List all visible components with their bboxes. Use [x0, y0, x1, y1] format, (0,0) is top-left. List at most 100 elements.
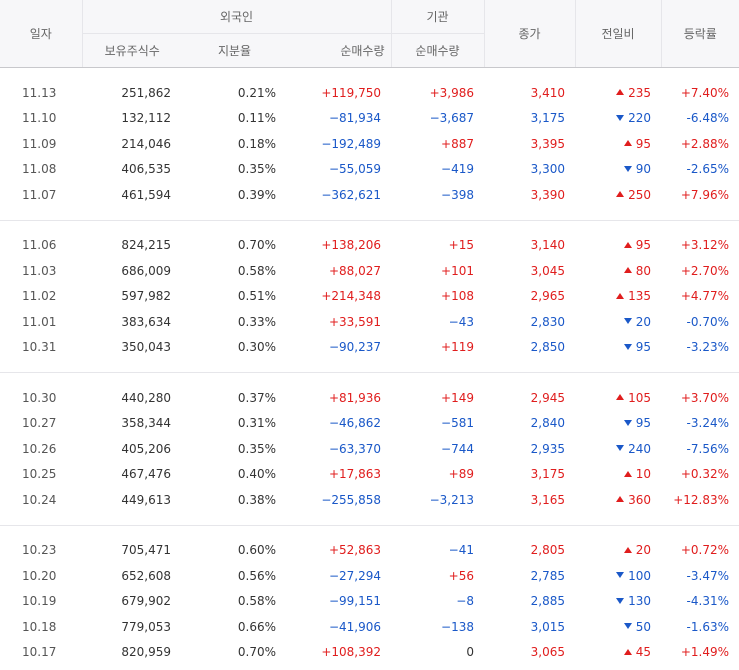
row-change: 105	[575, 385, 661, 411]
row-rate: -2.65%	[686, 162, 729, 177]
row-change: 100	[575, 563, 661, 589]
row-holding: 440,280	[121, 390, 171, 405]
row-holding: 358,344	[121, 416, 171, 431]
row-date: 11.13	[22, 85, 57, 100]
row-date: 11.09	[22, 136, 57, 151]
row-change-value: 80	[635, 263, 651, 278]
group-divider	[0, 512, 739, 526]
header-foreign: 외국인	[81, 0, 391, 34]
row-holding: 405,206	[121, 441, 171, 456]
row-close: 2,885	[530, 594, 565, 609]
row-change: 50	[575, 614, 661, 640]
row-change-value: 235	[628, 85, 651, 100]
row-date: 10.26	[22, 441, 57, 456]
row-ratio: 0.70%	[237, 645, 276, 660]
row-inst-net: +15	[448, 238, 474, 253]
row-rate: -3.23%	[686, 340, 729, 355]
row-change-value: 90	[635, 162, 651, 177]
header-holding: 보유주식수	[81, 33, 182, 68]
row-close: 2,830	[530, 314, 565, 329]
header-institution: 기관	[390, 0, 484, 34]
header-rate: 등락률	[660, 0, 739, 68]
group-spacer	[0, 220, 739, 233]
row-close: 2,945	[530, 390, 565, 405]
row-foreign-net: +33,591	[328, 314, 381, 329]
group-spacer	[0, 68, 739, 81]
row-date: 10.19	[22, 594, 57, 609]
triangle-up-icon	[616, 89, 625, 96]
row-change: 360	[575, 487, 661, 513]
table-row: 10.18 779,053 0.66% −41,906 −138 3,015 50 -1.63…	[0, 614, 739, 640]
row-inst-net: +56	[448, 568, 474, 583]
row-date: 10.25	[22, 467, 57, 482]
triangle-up-icon	[623, 241, 632, 248]
row-date: 10.31	[22, 340, 57, 355]
row-rate: +1.49%	[680, 645, 729, 660]
row-close: 2,840	[530, 416, 565, 431]
row-ratio: 0.56%	[237, 568, 276, 583]
triangle-up-icon	[623, 140, 632, 147]
row-ratio: 0.18%	[237, 136, 276, 151]
row-close: 3,015	[530, 619, 565, 634]
row-change-value: 135	[628, 289, 651, 304]
row-ratio: 0.66%	[237, 619, 276, 634]
row-date: 11.06	[22, 238, 57, 253]
table-row: 10.27 358,344 0.31% −46,862 −581 2,840 95 -3.24…	[0, 411, 739, 437]
row-holding: 350,043	[121, 340, 171, 355]
row-inst-net: −8	[456, 594, 474, 609]
row-ratio: 0.60%	[237, 543, 276, 558]
triangle-down-icon	[623, 165, 632, 172]
row-rate: -0.70%	[686, 314, 729, 329]
triangle-up-icon	[623, 267, 632, 274]
row-change: 235	[575, 80, 661, 106]
row-holding: 461,594	[121, 187, 171, 202]
triangle-up-icon	[616, 191, 625, 198]
row-foreign-net: +108,392	[321, 645, 381, 660]
row-inst-net: +887	[441, 136, 474, 151]
row-holding: 132,112	[121, 111, 171, 126]
row-change: 250	[575, 182, 661, 208]
row-change-value: 360	[628, 492, 651, 507]
row-change: 95	[575, 335, 661, 361]
row-foreign-net: +52,863	[328, 543, 381, 558]
row-change-value: 100	[628, 568, 651, 583]
row-foreign-net: −63,370	[328, 441, 381, 456]
row-change: 95	[575, 411, 661, 437]
group-spacer	[0, 525, 739, 538]
row-change-value: 95	[635, 340, 651, 355]
triangle-up-icon	[616, 394, 625, 401]
table-row: 11.07 461,594 0.39% −362,621 −398 3,390 250 +7.…	[0, 182, 739, 208]
header-change: 전일비	[574, 0, 661, 68]
row-ratio: 0.51%	[237, 289, 276, 304]
row-date: 10.30	[22, 390, 57, 405]
header-foreign-net: 순매수량	[287, 33, 391, 68]
table-row: 11.03 686,009 0.58% +88,027 +101 3,045 80 +2.70…	[0, 258, 739, 284]
row-holding: 406,535	[121, 162, 171, 177]
row-rate: +7.40%	[680, 85, 729, 100]
row-inst-net: −41	[448, 543, 474, 558]
row-rate: +3.12%	[680, 238, 729, 253]
row-rate: -4.31%	[686, 594, 729, 609]
row-holding: 779,053	[121, 619, 171, 634]
table-row: 10.24 449,613 0.38% −255,858 −3,213 3,165 360 +…	[0, 487, 739, 513]
table-row: 10.17 820,959 0.70% +108,392 0 3,065 45 +1.49%	[0, 640, 739, 666]
row-foreign-net: +88,027	[328, 263, 381, 278]
row-rate: +2.70%	[680, 263, 729, 278]
table-row: 10.30 440,280 0.37% +81,936 +149 2,945 105 +3.7…	[0, 385, 739, 411]
table-row: 10.26 405,206 0.35% −63,370 −744 2,935 240 -7.5…	[0, 436, 739, 462]
row-change: 80	[575, 258, 661, 284]
row-rate: +7.96%	[680, 187, 729, 202]
row-holding: 214,046	[121, 136, 171, 151]
row-inst-net: +149	[441, 390, 474, 405]
table-row: 11.10 132,112 0.11% −81,934 −3,687 3,175 220 -6…	[0, 106, 739, 132]
row-inst-net: +101	[441, 263, 474, 278]
row-holding: 383,634	[121, 314, 171, 329]
row-change-value: 10	[635, 467, 651, 482]
row-inst-net: 0	[466, 645, 474, 660]
header-inst-net: 순매수량	[390, 33, 484, 68]
row-rate: +12.83%	[673, 492, 729, 507]
row-ratio: 0.21%	[237, 85, 276, 100]
row-close: 3,395	[530, 136, 565, 151]
table-row: 11.13 251,862 0.21% +119,750 +3,986 3,410 235 +…	[0, 80, 739, 106]
